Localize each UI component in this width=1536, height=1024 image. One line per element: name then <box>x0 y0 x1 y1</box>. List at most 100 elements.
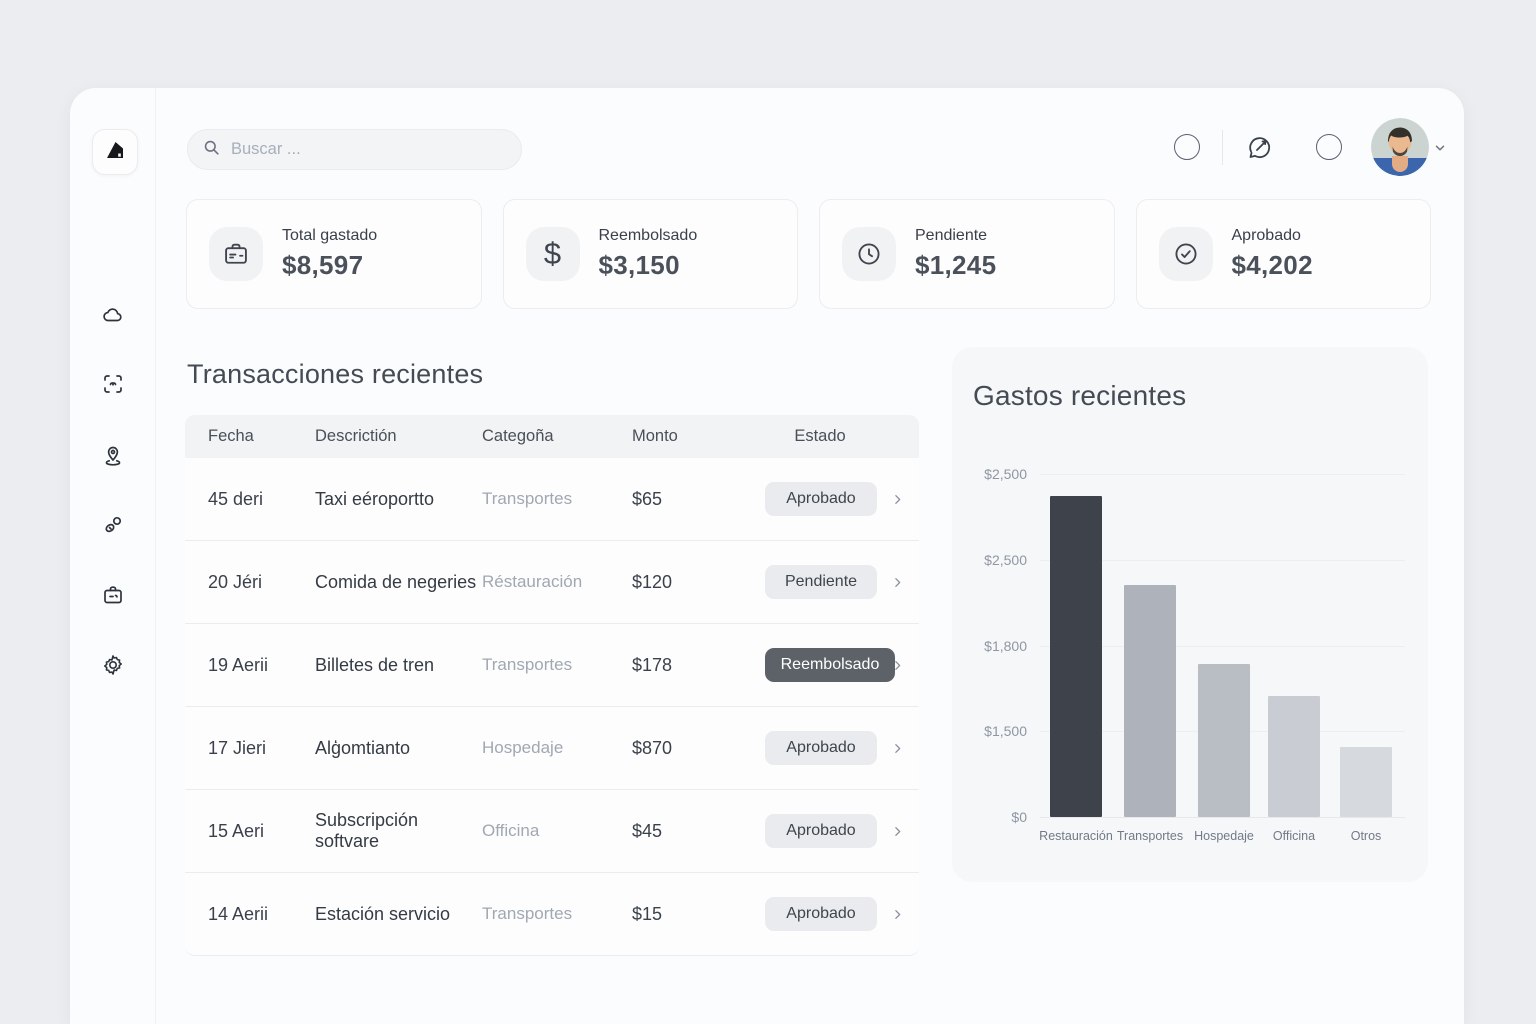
bar <box>1198 664 1250 817</box>
status-badge: Aprobado <box>765 897 877 931</box>
table-row[interactable]: 19 Aerii Billetes de tren Transportes $1… <box>185 624 919 707</box>
y-tick-label: $0 <box>1011 809 1027 825</box>
scan-frame-icon <box>101 372 125 396</box>
chevron-right-icon[interactable] <box>891 659 904 672</box>
chevron-right-icon[interactable] <box>891 493 904 506</box>
cell-fecha: 45 deri <box>208 488 264 509</box>
table-row[interactable]: 45 deri Taxi eéroportto Transportes $65 … <box>185 458 919 541</box>
chart-card: Gastos recientes $2,500 $2,500 $1,800 $1… <box>952 347 1428 882</box>
sidebar-item-cases[interactable] <box>101 583 125 607</box>
app-logo[interactable] <box>92 129 138 175</box>
status-badge: Aprobado <box>765 814 877 848</box>
cell-categoria: Officina <box>482 821 540 840</box>
table-body: 45 deri Taxi eéroportto Transportes $65 … <box>185 458 919 956</box>
transactions-title: Transacciones recientes <box>187 359 484 389</box>
chevron-down-icon[interactable] <box>1433 141 1447 155</box>
cell-monto: $178 <box>632 654 673 675</box>
stat-label: Reembolsado <box>598 227 698 244</box>
ring-icon[interactable] <box>1174 134 1200 160</box>
cell-descripcion: Taxi eéroportto <box>315 488 435 509</box>
bar <box>1268 696 1320 817</box>
chevron-right-icon[interactable] <box>891 742 904 755</box>
briefcase-icon <box>209 227 263 281</box>
bar-group: Hospedaje <box>1194 474 1254 843</box>
stat-card-pendiente: Pendiente $1,245 <box>819 199 1115 309</box>
col-fecha: Fecha <box>208 427 254 445</box>
sidebar-item-scan[interactable] <box>101 372 125 396</box>
x-axis-label: Restauración <box>1039 829 1113 843</box>
stat-texts: Reembolsado $3,150 <box>599 227 698 281</box>
clock-icon <box>842 227 896 281</box>
stat-card-reembolsado: $ Reembolsado $3,150 <box>502 199 798 309</box>
stat-label: Total gastado <box>282 227 378 244</box>
cell-descripcion: Comida de negeries <box>315 571 477 592</box>
sidebar <box>70 88 156 1024</box>
sidebar-item-location[interactable] <box>101 444 125 468</box>
cloud-icon <box>101 303 125 327</box>
col-estado: Estado <box>794 427 846 445</box>
gridline <box>1040 817 1405 818</box>
cell-monto: $65 <box>632 488 663 509</box>
logo-mark-icon <box>102 137 128 168</box>
dollar-icon: $ <box>525 227 580 281</box>
gear-icon <box>101 653 125 677</box>
stat-value: $3,150 <box>598 250 680 280</box>
chat-bubble-icon[interactable] <box>1243 130 1276 163</box>
sidebar-item-settings[interactable] <box>101 653 125 677</box>
bar <box>1050 496 1102 817</box>
status-badge: Aprobado <box>765 731 877 765</box>
cell-monto: $15 <box>632 903 663 924</box>
table-row[interactable]: 14 Aerii Estación servicio Transportes $… <box>185 873 919 956</box>
cell-descripcion: Alģomtianto <box>315 737 411 758</box>
cell-descripcion: Estación servicio <box>315 903 451 924</box>
stat-value: $1,245 <box>915 250 997 280</box>
x-axis-label: Officina <box>1272 829 1316 843</box>
briefcase-icon <box>101 583 125 607</box>
y-tick-label: $1,500 <box>984 723 1027 739</box>
stat-label: Pendiente <box>915 227 988 244</box>
cell-categoria: Réstauración <box>482 572 583 591</box>
search-input[interactable] <box>231 140 507 159</box>
x-axis-label: Transportes <box>1116 829 1184 843</box>
y-tick-label: $2,500 <box>984 466 1027 482</box>
cell-descripcion: Billetes de tren <box>315 654 435 675</box>
map-pin-icon <box>101 444 125 468</box>
table-row[interactable]: 15 Aeri Subscripción softvare Officina $… <box>185 790 919 873</box>
x-axis-label: Hospedaje <box>1194 829 1254 843</box>
topbar-divider <box>1222 130 1223 165</box>
chevron-right-icon[interactable] <box>891 576 904 589</box>
stat-value: $4,202 <box>1231 250 1313 280</box>
ring-icon[interactable] <box>1316 134 1342 160</box>
bar-group: Transportes <box>1117 474 1183 843</box>
stat-card-aprobado: Aprobado $4,202 <box>1135 199 1431 309</box>
chart-title: Gastos recientes <box>973 380 1187 411</box>
bar <box>1340 747 1392 817</box>
table-row[interactable]: 17 Jieri Alģomtianto Hospedaje $870 Apro… <box>185 707 919 790</box>
search-icon <box>202 138 221 162</box>
cell-fecha: 17 Jieri <box>208 737 267 758</box>
bar-group: Restauración <box>1039 474 1113 843</box>
stat-label: Aprobado <box>1231 227 1301 244</box>
avatar[interactable] <box>1371 118 1429 176</box>
sidebar-item-links[interactable] <box>101 513 125 537</box>
stat-texts: Pendiente $1,245 <box>915 227 996 281</box>
status-badge: Pendiente <box>765 565 877 599</box>
stat-texts: Total gastado $8,597 <box>282 227 377 281</box>
col-categoria: Categoña <box>482 427 554 445</box>
sidebar-item-cloud[interactable] <box>101 303 125 327</box>
cell-monto: $45 <box>632 820 663 841</box>
bar-group: Officina <box>1268 474 1320 843</box>
table-row[interactable]: 20 Jéri Comida de negeries Réstauración … <box>185 541 919 624</box>
chevron-right-icon[interactable] <box>891 908 904 921</box>
cell-fecha: 20 Jéri <box>208 571 263 592</box>
y-tick-label: $1,800 <box>984 638 1027 654</box>
transactions-table: Fecha Descrictión Categoña Monto Estado … <box>185 415 919 956</box>
check-circle-icon <box>1158 227 1213 281</box>
search-bar <box>187 129 522 170</box>
stat-card-total: Total gastado $8,597 <box>186 199 482 309</box>
chevron-right-icon[interactable] <box>891 825 904 838</box>
gridline <box>1040 646 1405 647</box>
cell-fecha: 14 Aerii <box>208 903 269 924</box>
stat-cards: Total gastado $8,597 $ Reembolsado $3,15… <box>186 199 1431 309</box>
